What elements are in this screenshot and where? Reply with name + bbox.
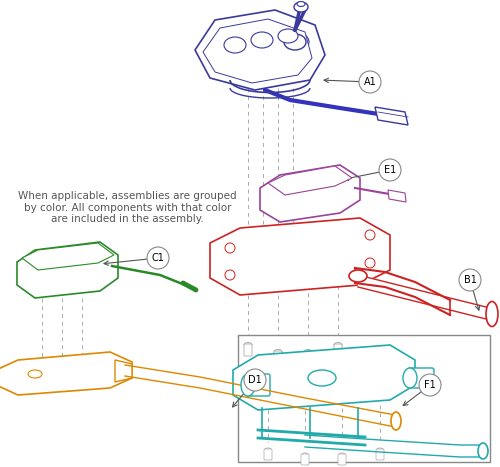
Polygon shape xyxy=(22,243,114,270)
Ellipse shape xyxy=(391,412,401,430)
Circle shape xyxy=(459,269,481,291)
FancyBboxPatch shape xyxy=(246,374,270,396)
FancyBboxPatch shape xyxy=(301,454,309,465)
Circle shape xyxy=(147,247,169,269)
Ellipse shape xyxy=(478,443,488,459)
FancyBboxPatch shape xyxy=(244,344,252,356)
Circle shape xyxy=(225,243,235,253)
Text: C1: C1 xyxy=(152,253,164,263)
FancyBboxPatch shape xyxy=(408,368,434,388)
Polygon shape xyxy=(210,218,390,295)
Circle shape xyxy=(225,270,235,280)
Ellipse shape xyxy=(376,448,384,452)
Polygon shape xyxy=(195,10,325,90)
Ellipse shape xyxy=(224,37,246,53)
Circle shape xyxy=(244,369,266,391)
Ellipse shape xyxy=(486,302,498,326)
Circle shape xyxy=(419,374,441,396)
Text: E1: E1 xyxy=(384,165,396,175)
Text: F1: F1 xyxy=(424,380,436,390)
FancyBboxPatch shape xyxy=(264,449,272,460)
Circle shape xyxy=(379,159,401,181)
FancyBboxPatch shape xyxy=(274,351,282,363)
Ellipse shape xyxy=(297,1,305,7)
FancyBboxPatch shape xyxy=(334,344,342,356)
Ellipse shape xyxy=(334,342,342,347)
Circle shape xyxy=(359,71,381,93)
Ellipse shape xyxy=(284,34,306,50)
Ellipse shape xyxy=(302,453,308,457)
Circle shape xyxy=(365,230,375,240)
Text: A1: A1 xyxy=(364,77,376,87)
Ellipse shape xyxy=(251,32,273,48)
Ellipse shape xyxy=(304,349,312,354)
Polygon shape xyxy=(203,19,312,83)
Ellipse shape xyxy=(308,370,336,386)
Text: When applicable, assemblies are grouped
by color. All components with that color: When applicable, assemblies are grouped … xyxy=(18,191,237,225)
FancyBboxPatch shape xyxy=(338,454,346,465)
Ellipse shape xyxy=(274,349,282,354)
Ellipse shape xyxy=(264,448,272,452)
Text: D1: D1 xyxy=(248,375,262,385)
Polygon shape xyxy=(0,352,132,395)
FancyBboxPatch shape xyxy=(304,351,312,363)
Polygon shape xyxy=(17,242,118,298)
Ellipse shape xyxy=(338,453,345,457)
Ellipse shape xyxy=(278,29,298,43)
Polygon shape xyxy=(115,360,132,382)
Ellipse shape xyxy=(403,368,417,388)
FancyBboxPatch shape xyxy=(376,449,384,460)
Ellipse shape xyxy=(28,370,42,378)
Polygon shape xyxy=(388,190,406,202)
Ellipse shape xyxy=(241,374,255,396)
Polygon shape xyxy=(260,165,360,222)
Circle shape xyxy=(365,258,375,268)
Text: B1: B1 xyxy=(464,275,476,285)
FancyBboxPatch shape xyxy=(238,335,490,462)
Ellipse shape xyxy=(294,2,308,12)
Ellipse shape xyxy=(281,32,309,52)
Polygon shape xyxy=(233,345,415,410)
Polygon shape xyxy=(375,107,408,125)
Polygon shape xyxy=(268,166,352,195)
Ellipse shape xyxy=(349,270,367,282)
Ellipse shape xyxy=(244,342,252,347)
